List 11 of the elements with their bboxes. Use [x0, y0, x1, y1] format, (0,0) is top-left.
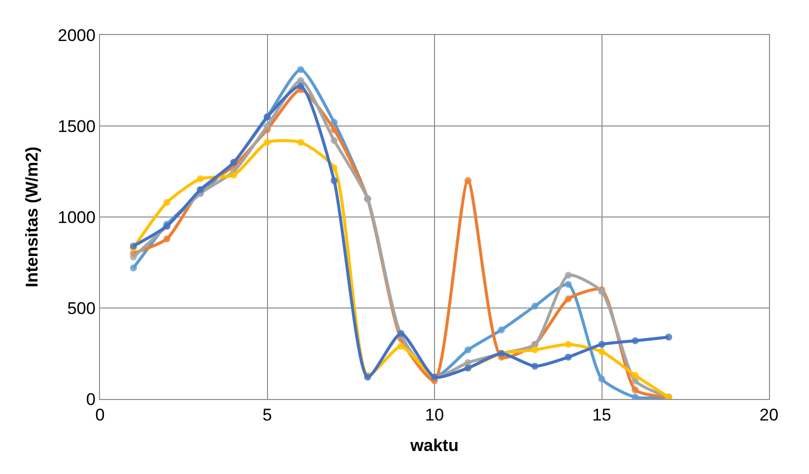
y-axis-title: Intensitas (W/m2) — [22, 146, 42, 288]
y-tick-label: 1000 — [58, 208, 96, 227]
y-tick-label: 2000 — [58, 26, 96, 45]
y-tick-label: 500 — [67, 298, 96, 318]
x-tick-label: 15 — [592, 405, 612, 424]
x-tick-label: 20 — [760, 405, 778, 424]
x-tick-label: 5 — [262, 405, 272, 424]
x-tick-label: 10 — [425, 405, 444, 424]
x-axis-title: waktu — [409, 436, 459, 455]
y-tick-label: 0 — [86, 390, 96, 409]
y-tick-label: 1500 — [58, 116, 96, 136]
